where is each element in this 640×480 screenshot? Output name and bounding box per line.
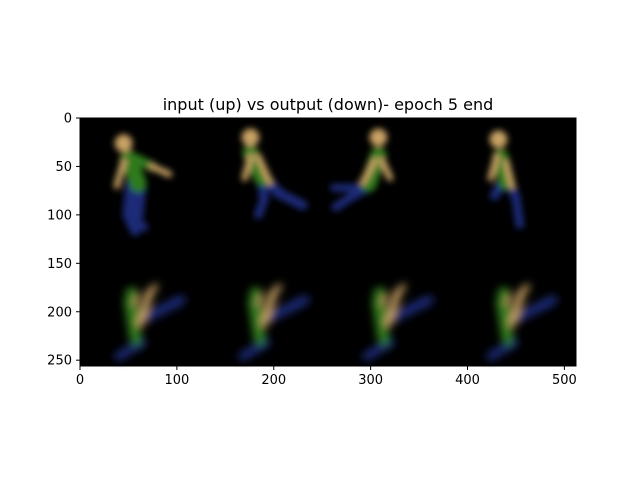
pants-segment bbox=[253, 195, 269, 220]
skin-segment bbox=[359, 157, 378, 186]
input-frame-4 bbox=[487, 130, 525, 229]
y-tick-label: 200 bbox=[47, 305, 72, 320]
head-skin bbox=[369, 128, 388, 147]
image-tiles bbox=[113, 128, 558, 361]
shirt-segment bbox=[492, 148, 515, 190]
skin-segment bbox=[521, 283, 531, 294]
x-tick-label: 100 bbox=[164, 373, 189, 388]
skin-segment bbox=[132, 294, 141, 307]
input-frame-2 bbox=[241, 128, 308, 220]
skin-segment bbox=[379, 157, 394, 182]
skin-segment bbox=[504, 294, 513, 307]
skin-segment bbox=[241, 153, 254, 182]
skin-segment bbox=[136, 288, 154, 328]
pants-segment bbox=[265, 295, 310, 323]
skin-segment bbox=[508, 288, 526, 328]
skin-segment bbox=[149, 283, 159, 294]
y-tick-label: 150 bbox=[47, 257, 72, 272]
head-skin bbox=[489, 130, 508, 149]
input-frame-3 bbox=[330, 128, 394, 212]
shirt-segment bbox=[495, 297, 507, 342]
input-frame-1 bbox=[113, 134, 173, 237]
chart-title: input (up) vs output (down)- epoch 5 end bbox=[163, 95, 494, 114]
skin-segment bbox=[148, 163, 173, 178]
skin-segment bbox=[487, 153, 500, 182]
head-skin bbox=[241, 128, 260, 147]
skin-segment bbox=[380, 294, 389, 307]
skin-segment bbox=[273, 283, 283, 294]
skin-segment bbox=[397, 283, 407, 294]
pants-segment bbox=[490, 182, 503, 200]
pants-segment bbox=[274, 188, 308, 210]
pants-segment bbox=[389, 295, 434, 323]
y-tick-label: 50 bbox=[55, 160, 72, 175]
pants-segment bbox=[141, 295, 186, 323]
skin-segment bbox=[255, 153, 274, 186]
skin-segment bbox=[384, 288, 402, 328]
output-frame-3 bbox=[362, 283, 434, 361]
x-tick-label: 200 bbox=[261, 373, 286, 388]
output-frame-1 bbox=[114, 283, 186, 361]
x-tick-label: 0 bbox=[76, 373, 84, 388]
skin-segment bbox=[113, 158, 127, 190]
x-tick-label: 500 bbox=[552, 373, 577, 388]
x-axis: 0 100 200 300 400 500 bbox=[76, 366, 577, 388]
shirt-segment bbox=[123, 297, 135, 342]
pants-segment bbox=[513, 295, 558, 323]
y-tick-label: 250 bbox=[47, 354, 72, 369]
head-skin bbox=[114, 134, 133, 153]
output-frame-4 bbox=[486, 283, 558, 361]
pants-segment bbox=[122, 178, 138, 221]
y-axis: 0 50 100 150 200 250 bbox=[47, 112, 80, 369]
y-tick-label: 100 bbox=[47, 208, 72, 223]
y-tick-label: 0 bbox=[64, 112, 72, 127]
shirt-segment bbox=[371, 297, 383, 342]
shirt-segment bbox=[119, 150, 147, 193]
axes-frame bbox=[79, 117, 577, 367]
shirt-segment bbox=[247, 297, 259, 342]
skin-segment bbox=[260, 288, 278, 328]
pants-segment bbox=[331, 191, 358, 212]
pants-segment bbox=[511, 193, 525, 229]
x-tick-label: 300 bbox=[358, 373, 383, 388]
skin-segment bbox=[503, 159, 516, 190]
x-tick-label: 400 bbox=[455, 373, 480, 388]
skin-segment bbox=[256, 294, 265, 307]
output-frame-2 bbox=[238, 283, 310, 361]
